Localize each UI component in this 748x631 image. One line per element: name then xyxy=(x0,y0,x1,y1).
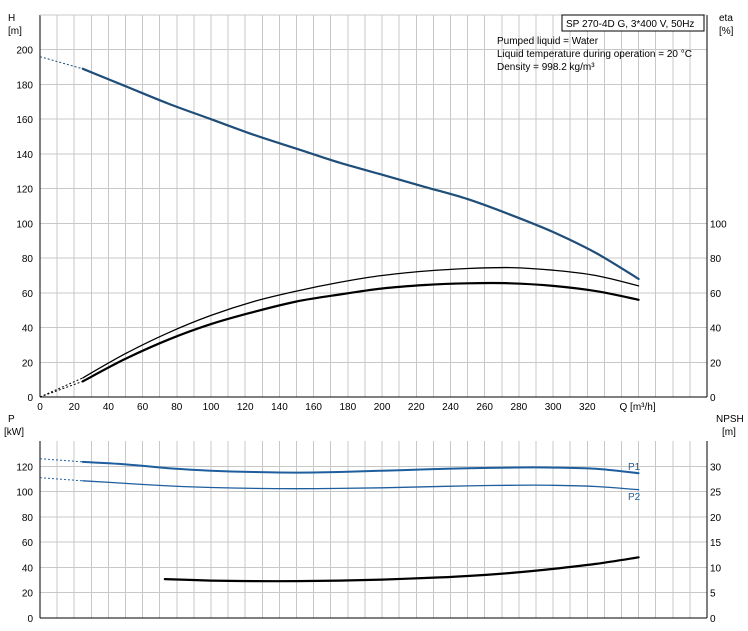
x-tick-label: 320 xyxy=(579,402,596,413)
y-tick-label-npsh: 30 xyxy=(710,462,722,473)
y-tick-label-h: 160 xyxy=(16,115,33,126)
y-tick-label-npsh: 15 xyxy=(710,538,722,549)
x-tick-label: 40 xyxy=(103,402,115,413)
y-tick-label-eta: 20 xyxy=(710,358,722,369)
series-npsh-line xyxy=(163,556,640,583)
x-tick-label: 200 xyxy=(374,402,391,413)
y-axis-label-npsh: NPSH xyxy=(716,414,744,425)
x-tick-label: 120 xyxy=(237,402,254,413)
y-tick-label-p: 40 xyxy=(22,563,34,574)
grid-layer xyxy=(40,15,707,618)
series-p2-extrapolation xyxy=(39,477,83,482)
title-box xyxy=(561,14,705,32)
y-tick-label-eta: 80 xyxy=(710,254,722,265)
x-tick-label: 300 xyxy=(545,402,562,413)
y-tick-label-npsh: 5 xyxy=(710,589,716,600)
axes-layer: 0 20 40 60 80 100 120 140 160 180 200 220 240 260 280 3… xyxy=(16,14,727,625)
series-layer xyxy=(39,56,640,583)
series-h-line xyxy=(81,67,640,280)
series-p1-extrapolation xyxy=(39,458,83,463)
x-tick-label: 220 xyxy=(408,402,425,413)
x-tick-label: 180 xyxy=(340,402,357,413)
series-eta-extrapolation xyxy=(39,377,83,398)
y-axis-label-npsh-unit: [m] xyxy=(722,427,736,438)
series-h-extrapolation xyxy=(39,56,83,70)
series-label-p1: P1 xyxy=(628,462,641,473)
y-tick-label-h: 40 xyxy=(22,324,34,335)
y-axis-label-p-unit: [kW] xyxy=(4,427,24,438)
y-tick-label-eta: 60 xyxy=(710,289,722,300)
y-tick-label-h: 60 xyxy=(22,289,34,300)
x-tick-label: 60 xyxy=(137,402,149,413)
y-tick-label-p: 0 xyxy=(27,614,33,625)
y-tick-label-h: 0 xyxy=(27,393,33,404)
series-p2-line xyxy=(82,480,640,491)
series-label-p2: P2 xyxy=(628,492,641,503)
y-tick-label-eta: 0 xyxy=(710,393,716,404)
y-tick-label-h: 140 xyxy=(16,150,33,161)
x-tick-label: 280 xyxy=(511,402,528,413)
x-tick-label: 20 xyxy=(69,402,81,413)
y-tick-label-p: 100 xyxy=(16,488,33,499)
y-tick-label-npsh: 0 xyxy=(710,614,716,625)
y-tick-label-p: 20 xyxy=(22,589,34,600)
y-axis-label-p: P xyxy=(8,414,15,425)
y-tick-label-h: 100 xyxy=(16,219,33,230)
x-tick-label: 0 xyxy=(37,402,43,413)
y-tick-label-npsh: 25 xyxy=(710,488,722,499)
y-axis-label-eta-unit: [%] xyxy=(719,26,734,37)
x-tick-label: 160 xyxy=(305,402,322,413)
y-axis-label-eta: eta xyxy=(719,13,733,24)
x-tick-label: 80 xyxy=(171,402,183,413)
chart-title: SP 270-4D G, 3*400 V, 50Hz xyxy=(566,19,694,30)
y-tick-label-h: 120 xyxy=(16,185,33,196)
y-tick-label-h: 20 xyxy=(22,358,34,369)
x-tick-label: 140 xyxy=(271,402,288,413)
series-eta-extrapolation xyxy=(39,380,83,398)
y-tick-label-h: 180 xyxy=(16,80,33,91)
y-tick-label-eta: 100 xyxy=(710,219,727,230)
series-p1-line xyxy=(81,460,640,475)
y-tick-label-h: 200 xyxy=(16,46,33,57)
y-axis-label-h-unit: [m] xyxy=(8,26,22,37)
x-tick-label: 100 xyxy=(203,402,220,413)
x-tick-label: Q [m³/h] xyxy=(619,402,655,413)
x-tick-label: 260 xyxy=(476,402,493,413)
density-text: Density = 998.2 kg/m³ xyxy=(497,62,595,73)
liquid-temperature-text: Liquid temperature during operation = 20… xyxy=(497,49,692,60)
x-tick-label: 240 xyxy=(442,402,459,413)
y-tick-label-h: 80 xyxy=(22,254,34,265)
series-eta-line xyxy=(82,266,640,379)
y-tick-label-p: 80 xyxy=(22,513,34,524)
series-eta-line xyxy=(81,281,640,383)
y-tick-label-npsh: 10 xyxy=(710,563,722,574)
y-tick-label-eta: 40 xyxy=(710,324,722,335)
y-tick-label-p: 60 xyxy=(22,538,34,549)
y-tick-label-p: 120 xyxy=(16,462,33,473)
y-tick-label-npsh: 20 xyxy=(710,513,722,524)
y-axis-label-h: H xyxy=(8,13,15,24)
pumped-liquid-text: Pumped liquid = Water xyxy=(497,36,599,47)
